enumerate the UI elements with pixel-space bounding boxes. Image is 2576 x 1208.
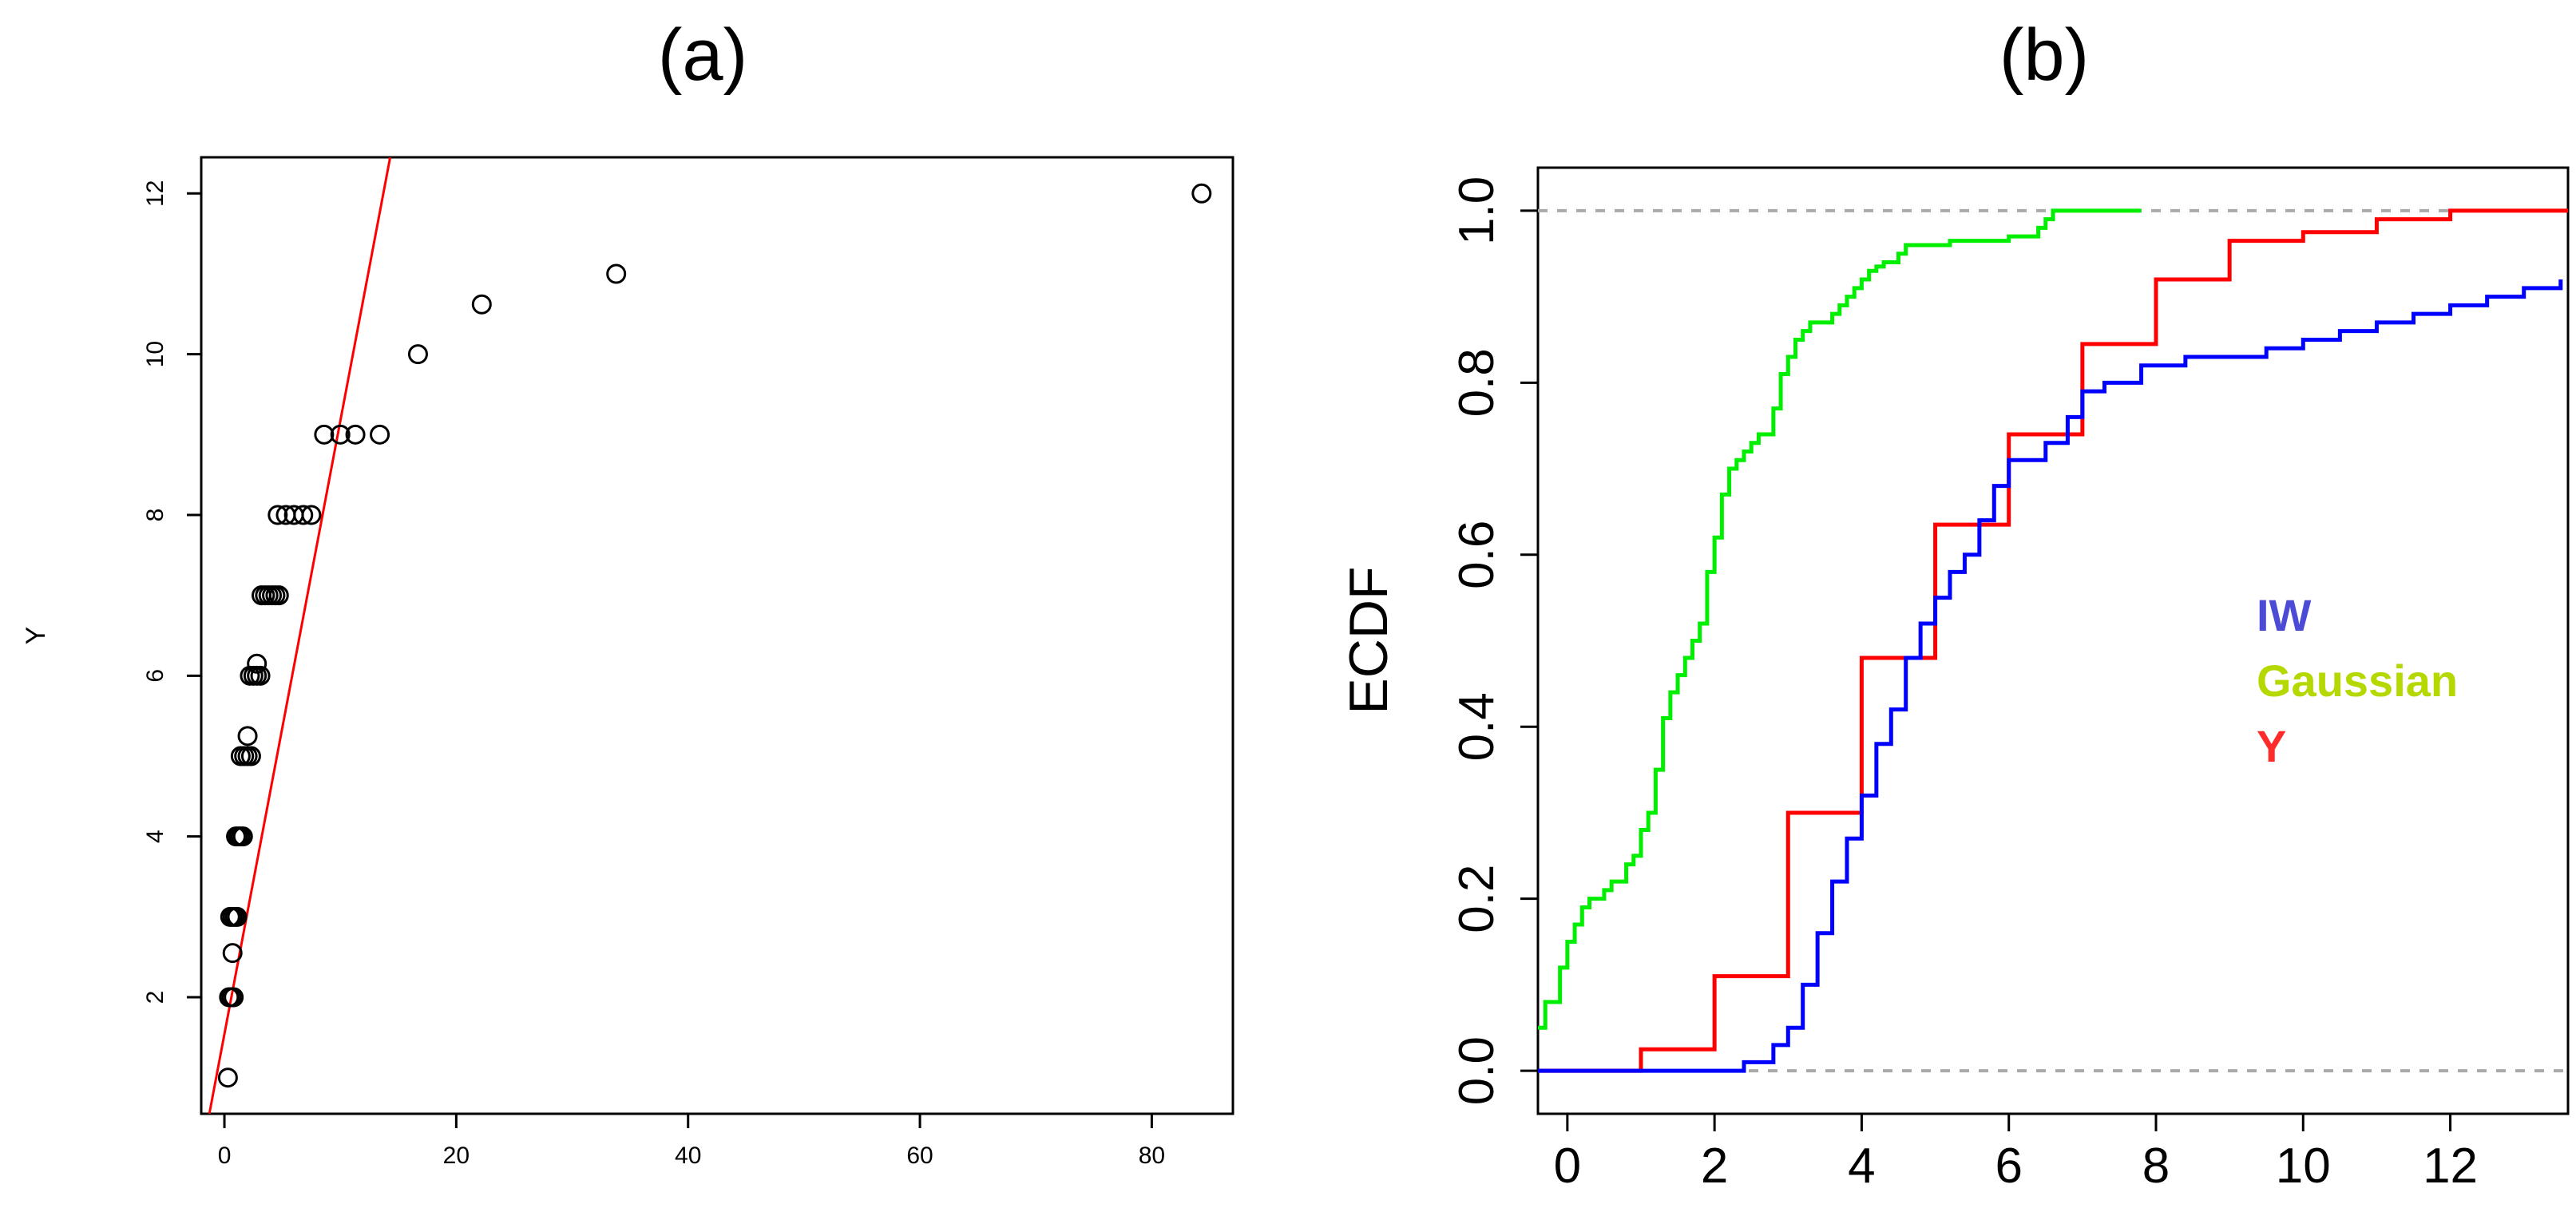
x-tick-label: 0 (218, 1143, 232, 1169)
scatter-point (314, 424, 335, 445)
x-tick-label: 2 (1701, 1139, 1728, 1194)
panel-a-title: (a) (658, 14, 747, 96)
series-gaussian (1538, 208, 2142, 1030)
panel-b-title: (b) (1999, 14, 2089, 96)
x-tick-label: 60 (906, 1143, 933, 1169)
scatter-point (268, 585, 289, 606)
panel-b-axis-ticks: 0 2 4 6 8 10 12 0.0 0.2 0.4 0.6 0.8 1.0 (1449, 176, 2478, 1194)
panel-a-axis-ticks: 0 20 40 60 80 2 4 6 8 10 12 (142, 180, 1165, 1169)
scatter-point (222, 943, 243, 964)
panel-a-points (217, 183, 1212, 1088)
scatter-point (227, 906, 248, 927)
scatter-point (301, 505, 322, 525)
y-tick-label: 2 (142, 991, 168, 1004)
scatter-point (345, 424, 366, 445)
panel-a-scatter: (a) 0 20 40 60 80 2 4 6 8 10 12 Y (21, 14, 1234, 1169)
scatter-point (250, 665, 271, 686)
y-tick-label: 0.8 (1449, 348, 1504, 417)
series-iw (1538, 279, 2563, 1073)
scatter-point (606, 263, 627, 284)
y-tick-label: 0.4 (1449, 692, 1504, 761)
panel-a-fit-line (208, 157, 392, 1114)
scatter-point (247, 653, 268, 674)
scatter-point (293, 505, 314, 525)
scatter-point (370, 424, 390, 445)
scatter-point (330, 424, 351, 445)
panel-b-series (1538, 208, 2568, 1073)
scatter-point (1191, 183, 1212, 204)
scatter-point (240, 746, 261, 766)
panel-b-ecdf: (b) 0 2 4 6 8 10 12 0.0 0.2 0.4 0.6 0.8 1.0 ECDF IW … (1338, 14, 2570, 1194)
scatter-point (224, 987, 244, 1008)
y-tick-label: 0.6 (1449, 521, 1504, 589)
panel-a-y-axis-title: Y (21, 627, 51, 645)
scatter-point (217, 1067, 238, 1088)
x-tick-label: 80 (1139, 1143, 1165, 1169)
y-tick-label: 8 (142, 509, 168, 522)
series-y (1538, 208, 2568, 1073)
x-tick-label: 20 (443, 1143, 470, 1169)
y-tick-label: 10 (142, 341, 168, 367)
legend-entry-gaussian: Gaussian (2257, 655, 2458, 706)
scatter-point (237, 726, 258, 747)
x-tick-label: 8 (2142, 1139, 2170, 1194)
y-tick-label: 0.2 (1449, 865, 1504, 933)
scatter-point (407, 344, 428, 365)
x-tick-label: 0 (1554, 1139, 1581, 1194)
x-tick-label: 4 (1848, 1139, 1875, 1194)
legend-entry-y: Y (2257, 721, 2286, 771)
x-tick-label: 6 (1995, 1139, 2022, 1194)
panel-b-legend: IW Gaussian Y (2257, 590, 2458, 771)
x-tick-label: 12 (2423, 1139, 2478, 1194)
fit-line (208, 157, 392, 1114)
x-tick-label: 10 (2276, 1139, 2331, 1194)
legend-entry-iw: IW (2257, 590, 2312, 640)
y-tick-label: 0.0 (1449, 1036, 1504, 1105)
y-tick-label: 12 (142, 180, 168, 207)
panel-b-plot-frame (1536, 166, 2570, 1115)
x-tick-label: 40 (675, 1143, 701, 1169)
panel-a-plot-frame (200, 156, 1234, 1115)
scatter-point (471, 294, 492, 315)
y-tick-label: 6 (142, 669, 168, 683)
scatter-point (232, 826, 253, 847)
y-tick-label: 1.0 (1449, 176, 1504, 245)
y-tick-label: 4 (142, 830, 168, 843)
panel-b-y-axis-title: ECDF (1338, 566, 1399, 714)
scatter-point (268, 505, 288, 525)
